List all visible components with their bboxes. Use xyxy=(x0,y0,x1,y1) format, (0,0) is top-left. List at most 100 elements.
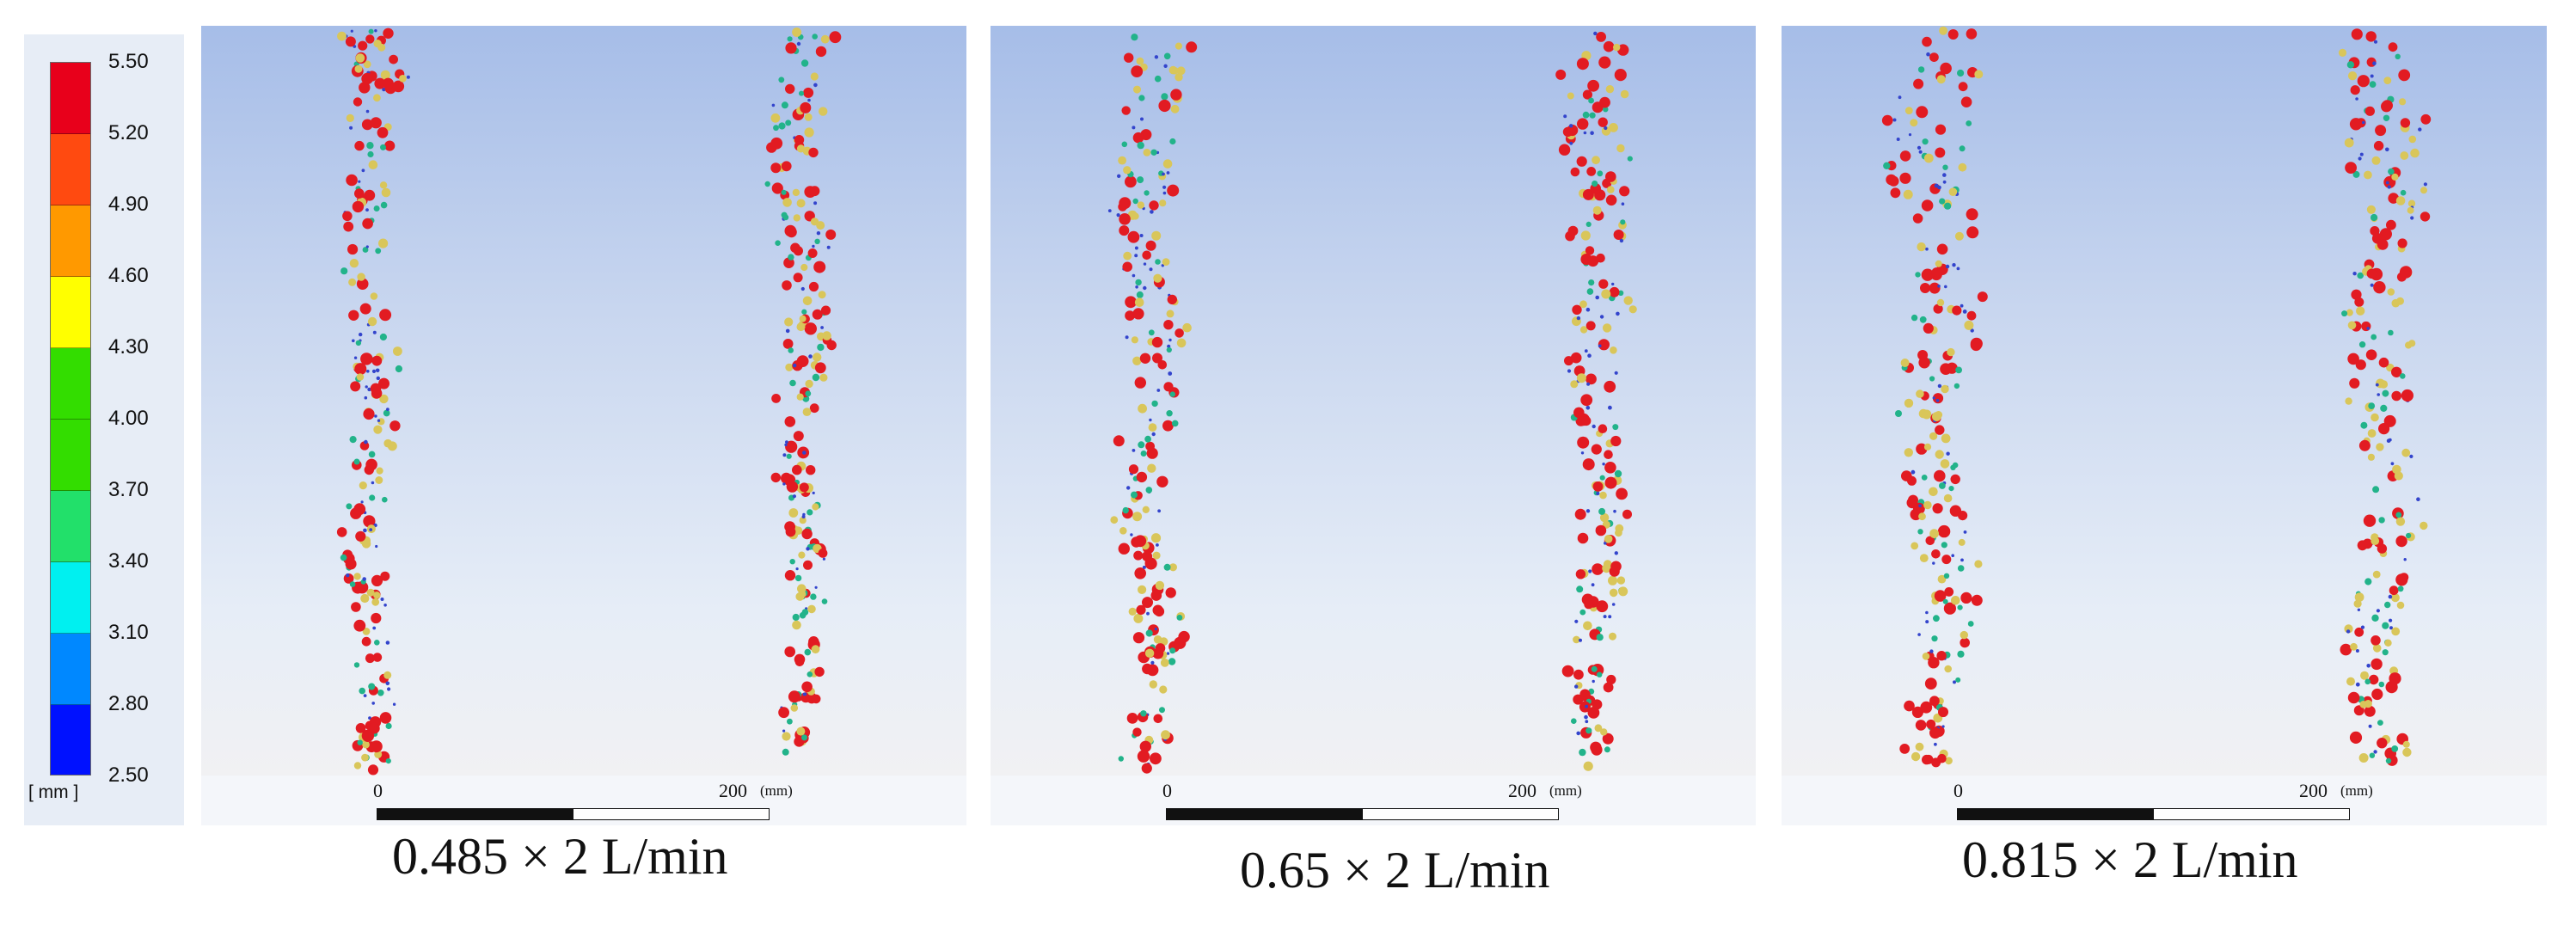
bubble-particle xyxy=(1941,725,1945,728)
bubble-particle xyxy=(795,567,799,571)
legend-color-band xyxy=(51,277,90,348)
legend-color-band xyxy=(51,134,90,205)
bubble-particle xyxy=(364,395,368,400)
bubble-particle xyxy=(347,243,359,255)
bubble-particle xyxy=(1149,200,1159,211)
bubble-particle xyxy=(1579,689,1591,700)
legend-color-band xyxy=(51,205,90,277)
bubble-particle xyxy=(1139,740,1151,752)
bubble-particle xyxy=(1574,508,1586,520)
bubble-particle xyxy=(792,28,802,37)
bubble-particle xyxy=(2405,341,2413,349)
bubble-particle xyxy=(1945,757,1953,765)
bubble-particle xyxy=(812,503,819,511)
bubble-particle xyxy=(2373,40,2378,44)
bubble-particle xyxy=(802,408,812,416)
bubble-particle xyxy=(1572,304,1582,315)
bubble-particle xyxy=(350,381,361,392)
bubble-particle xyxy=(1132,132,1144,144)
bubble-particle xyxy=(1574,684,1579,689)
bubble-particle xyxy=(796,144,806,153)
bubble-particle xyxy=(373,94,381,102)
bubble-particle xyxy=(1952,462,1959,469)
bubble-particle xyxy=(2364,705,2376,717)
bubble-particle xyxy=(1888,175,1899,187)
bubble-particle xyxy=(361,169,365,173)
bubble-particle xyxy=(812,309,823,320)
bubble-particle xyxy=(353,458,360,465)
bubble-particle xyxy=(785,42,797,54)
bubble-particle xyxy=(1936,75,1946,84)
bubble-particle xyxy=(1932,396,1935,400)
bubble-particle xyxy=(1603,107,1609,113)
bubble-particle xyxy=(1599,491,1607,500)
bubble-particle xyxy=(1588,97,1594,104)
bubble-particle xyxy=(1602,463,1605,466)
bubble-particle xyxy=(1148,329,1155,336)
bubble-particle xyxy=(1139,353,1151,364)
bubble-particle xyxy=(358,180,361,183)
bubble-particle xyxy=(1954,231,1964,241)
bubble-particle xyxy=(1911,314,1918,322)
bubble-particle xyxy=(1580,394,1593,407)
bubble-particle xyxy=(2408,135,2417,144)
bubble-particle xyxy=(1150,590,1162,601)
bubble-particle xyxy=(1953,383,1960,389)
bubble-particle xyxy=(811,645,820,654)
bubble-particle xyxy=(1896,138,1900,141)
bubble-particle xyxy=(2371,213,2378,222)
bubble-particle xyxy=(374,414,377,418)
bubble-particle xyxy=(1137,176,1144,184)
bubble-particle xyxy=(369,528,373,531)
bubble-particle xyxy=(352,200,365,213)
bubble-particle xyxy=(372,653,383,662)
bubble-particle xyxy=(1942,180,1947,184)
bubble-particle xyxy=(1611,282,1615,286)
bubble-particle xyxy=(800,101,812,113)
bubble-particle xyxy=(1152,551,1161,560)
bubble-particle xyxy=(2356,306,2365,316)
bubble-particle xyxy=(1150,752,1162,765)
bubble-particle xyxy=(2338,48,2347,57)
bubble-particle xyxy=(1573,669,1584,680)
bubble-particle xyxy=(366,370,370,373)
bubble-particle xyxy=(1145,240,1156,251)
bubble-particle xyxy=(1157,509,1161,513)
bubble-particle xyxy=(371,481,375,485)
bubble-particle xyxy=(799,517,807,524)
bubble-particle xyxy=(1585,509,1591,513)
legend-color-band xyxy=(51,420,90,491)
bubble-particle xyxy=(2365,31,2377,42)
bubble-particle xyxy=(1600,728,1608,736)
bubble-particle xyxy=(2372,570,2381,579)
bubble-particle xyxy=(1912,213,1923,224)
bubble-particle xyxy=(789,379,796,387)
bubble-particle xyxy=(2355,359,2366,371)
bubble-particle xyxy=(376,376,380,381)
bubble-particle xyxy=(1933,615,1940,622)
bubble-particle xyxy=(1959,145,1966,152)
bubble-particle xyxy=(1576,316,1581,321)
bubble-particle xyxy=(825,229,837,240)
bubble-particle xyxy=(1613,509,1616,513)
bubble-particle xyxy=(337,31,347,41)
bubble-particle xyxy=(363,515,376,528)
scale-max-label: 200 xyxy=(719,780,747,801)
bubble-particle xyxy=(812,34,818,40)
bubble-particle xyxy=(1144,190,1150,196)
bubble-particle xyxy=(2377,738,2388,749)
bubble-particle xyxy=(1586,382,1591,386)
bubble-particle xyxy=(360,353,373,365)
bubble-particle xyxy=(771,182,783,194)
bubble-particle xyxy=(1586,167,1597,176)
bubble-particle xyxy=(2410,148,2420,158)
bubble-particle xyxy=(807,98,811,102)
bubble-particle xyxy=(1922,754,1932,765)
bubble-particle xyxy=(2360,625,2365,629)
panel-flow-1: 0 200 (mm) xyxy=(201,26,966,825)
bubble-particle xyxy=(1911,542,1919,550)
bubble-particle xyxy=(1132,632,1145,644)
bubble-particle xyxy=(2357,608,2361,611)
bubble-particle xyxy=(808,354,813,359)
bubble-particle xyxy=(2391,173,2399,181)
